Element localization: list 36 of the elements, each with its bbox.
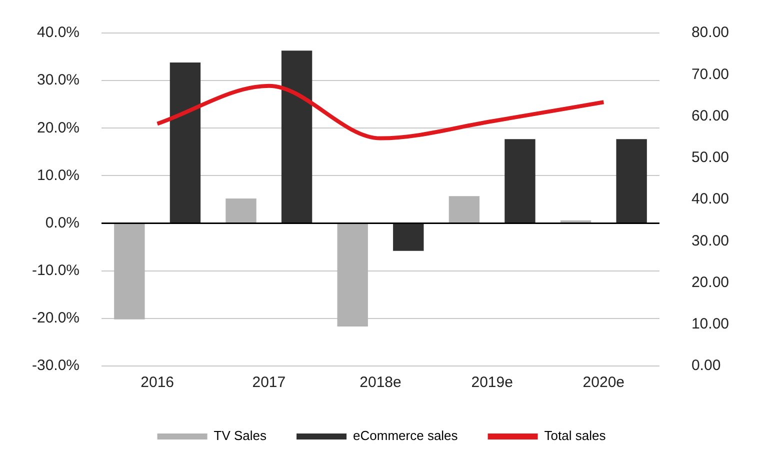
legend-label: TV Sales (214, 428, 268, 444)
y2-tick-label: 60.00 (691, 107, 730, 124)
bar (448, 196, 480, 223)
bar (616, 139, 647, 223)
y2-tick-label: 0.00 (691, 357, 721, 374)
y-tick-label: 10.0% (36, 166, 80, 184)
y2-tick-label: 80.00 (691, 24, 730, 42)
y2-tick-label: 40.00 (691, 190, 730, 208)
bar (504, 139, 536, 223)
bar (226, 198, 256, 223)
y-tick-label: -10.0% (32, 262, 80, 279)
y-tick-label: 30.0% (36, 72, 80, 89)
y2-tick-label: 10.00 (691, 316, 730, 333)
y-tick-label: 40.0% (36, 24, 80, 42)
legend-label: Total sales (544, 428, 606, 444)
bar (114, 224, 145, 320)
bar (560, 220, 592, 223)
y2-tick-label: 50.00 (691, 149, 730, 166)
bar (393, 224, 424, 251)
bar (281, 50, 312, 223)
y-tick-label: -30.0% (32, 357, 80, 374)
x-tick-label: 2016 (140, 374, 174, 392)
x-tick-label: 2020e (582, 374, 625, 392)
x-tick-label: 2018e (360, 374, 402, 392)
y2-tick-label: 30.00 (691, 232, 730, 250)
y2-tick-label: 70.00 (691, 66, 730, 83)
y-tick-label: 0.0% (45, 214, 80, 232)
legend-label: eCommerce sales (353, 428, 458, 444)
x-tick-label: 2019e (471, 374, 513, 392)
line-series (155, 84, 606, 140)
y2-tick-label: 20.00 (691, 274, 730, 291)
bar (337, 224, 368, 327)
y-tick-label: 20.0% (36, 119, 80, 136)
x-tick-label: 2017 (252, 374, 286, 392)
y-tick-label: -20.0% (32, 310, 80, 327)
bar (170, 62, 201, 223)
